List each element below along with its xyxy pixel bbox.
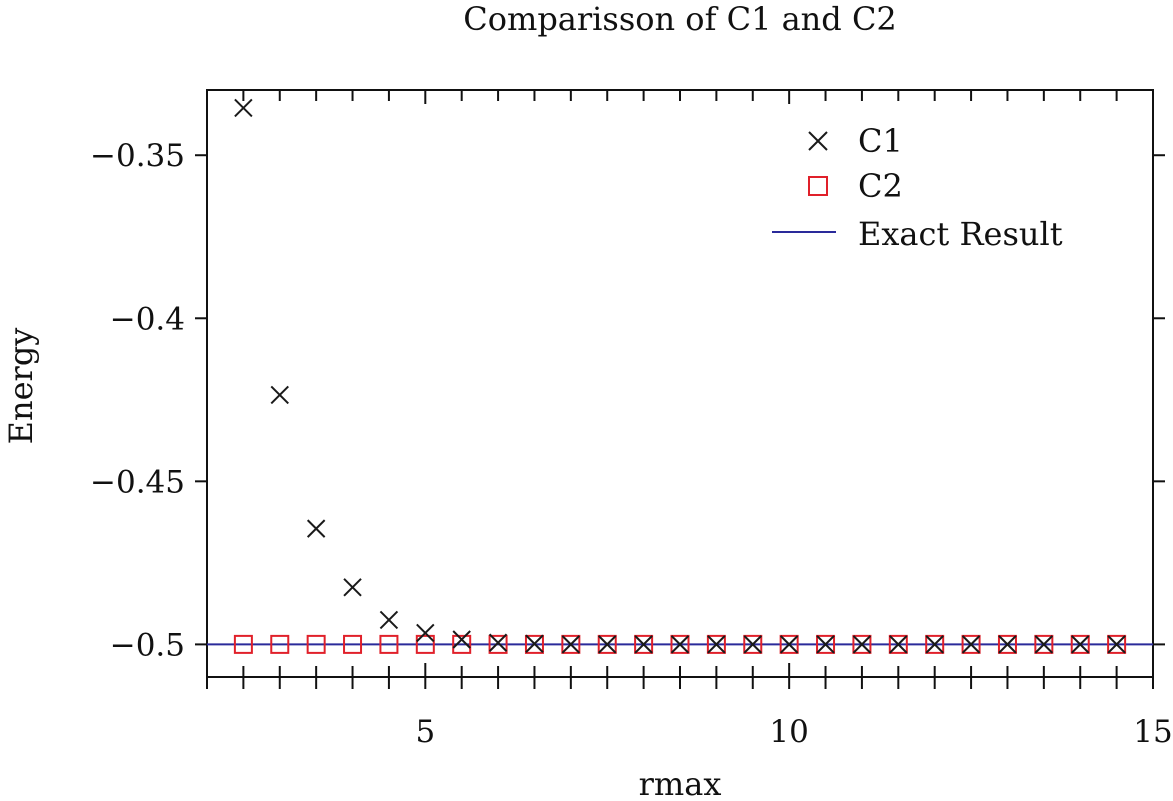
- c2-point: [415, 634, 435, 654]
- c2-point: [452, 634, 472, 654]
- c1-point: [561, 635, 581, 654]
- c1-point: [889, 635, 908, 654]
- c1-point: [925, 635, 944, 654]
- c1-point: [670, 635, 690, 654]
- c1-point: [598, 635, 617, 654]
- plot-area: 5 10 15 −0.35 −0.4 −0.45 −0.5: [90, 89, 1173, 750]
- c2-point: [488, 634, 508, 654]
- legend-label-c1: C1: [858, 122, 903, 160]
- c2-point: [852, 634, 872, 654]
- legend-label-c2: C2: [858, 167, 903, 205]
- c1-point: [306, 519, 326, 538]
- c2-point: [997, 634, 1017, 654]
- c2-point: [706, 634, 726, 654]
- c2-point: [961, 634, 981, 654]
- c1-point: [379, 610, 399, 630]
- c1-point: [452, 630, 471, 649]
- c2-point: [379, 634, 399, 654]
- legend-label-exact-result: Exact Result: [858, 215, 1063, 253]
- c2-point: [306, 634, 326, 654]
- x-tick-label: 5: [415, 714, 435, 750]
- c2-point: [1034, 634, 1054, 654]
- c1-point: [1034, 635, 1054, 654]
- c1-point: [234, 98, 253, 118]
- y-tick-label: −0.4: [110, 301, 185, 337]
- c2-point: [343, 634, 363, 654]
- c1-point: [743, 635, 762, 654]
- y-axis-title: Energy: [2, 328, 40, 445]
- y-tick-label: −0.45: [90, 464, 185, 500]
- c1-point: [343, 578, 362, 597]
- legend-marks: [772, 131, 836, 233]
- x-tick-label: 15: [1133, 714, 1172, 750]
- c2-point: [1070, 634, 1090, 654]
- c1-point: [270, 385, 289, 405]
- legend: C1 C2 Exact Result: [772, 122, 1063, 253]
- legend-marker-c2: [808, 176, 828, 196]
- y-tick-label: −0.35: [90, 138, 185, 174]
- c1-point: [961, 635, 981, 654]
- c2-point: [816, 634, 836, 654]
- c1-point: [634, 635, 653, 654]
- plot-frame: [206, 89, 1154, 678]
- c2-point: [888, 634, 908, 654]
- c2-point: [233, 634, 253, 654]
- x-axis-title: rmax: [639, 765, 722, 801]
- c1-point: [852, 635, 872, 654]
- c1-point: [998, 635, 1017, 654]
- c2-point: [925, 634, 945, 654]
- c1-point: [488, 633, 508, 652]
- y-tick-label: −0.5: [110, 627, 185, 663]
- c1-point: [707, 635, 726, 654]
- c2-point: [634, 634, 654, 654]
- c1-point: [816, 635, 835, 654]
- c2-point: [270, 634, 290, 654]
- c2-point: [670, 634, 690, 654]
- x-tick-label: 10: [769, 714, 808, 750]
- legend-marker-c1: [808, 131, 828, 151]
- c2-point: [743, 634, 763, 654]
- c1-point: [1107, 635, 1126, 654]
- c2-point: [779, 634, 799, 654]
- c1-point: [525, 634, 544, 653]
- c1-point: [1071, 635, 1090, 654]
- chart-title: Comparisson of C1 and C2: [463, 0, 897, 38]
- c2-point: [524, 634, 544, 654]
- c2-point: [597, 634, 617, 654]
- c1-point: [779, 635, 799, 654]
- c2-point: [1107, 634, 1127, 654]
- c2-point: [561, 634, 581, 654]
- c1-point: [416, 623, 435, 643]
